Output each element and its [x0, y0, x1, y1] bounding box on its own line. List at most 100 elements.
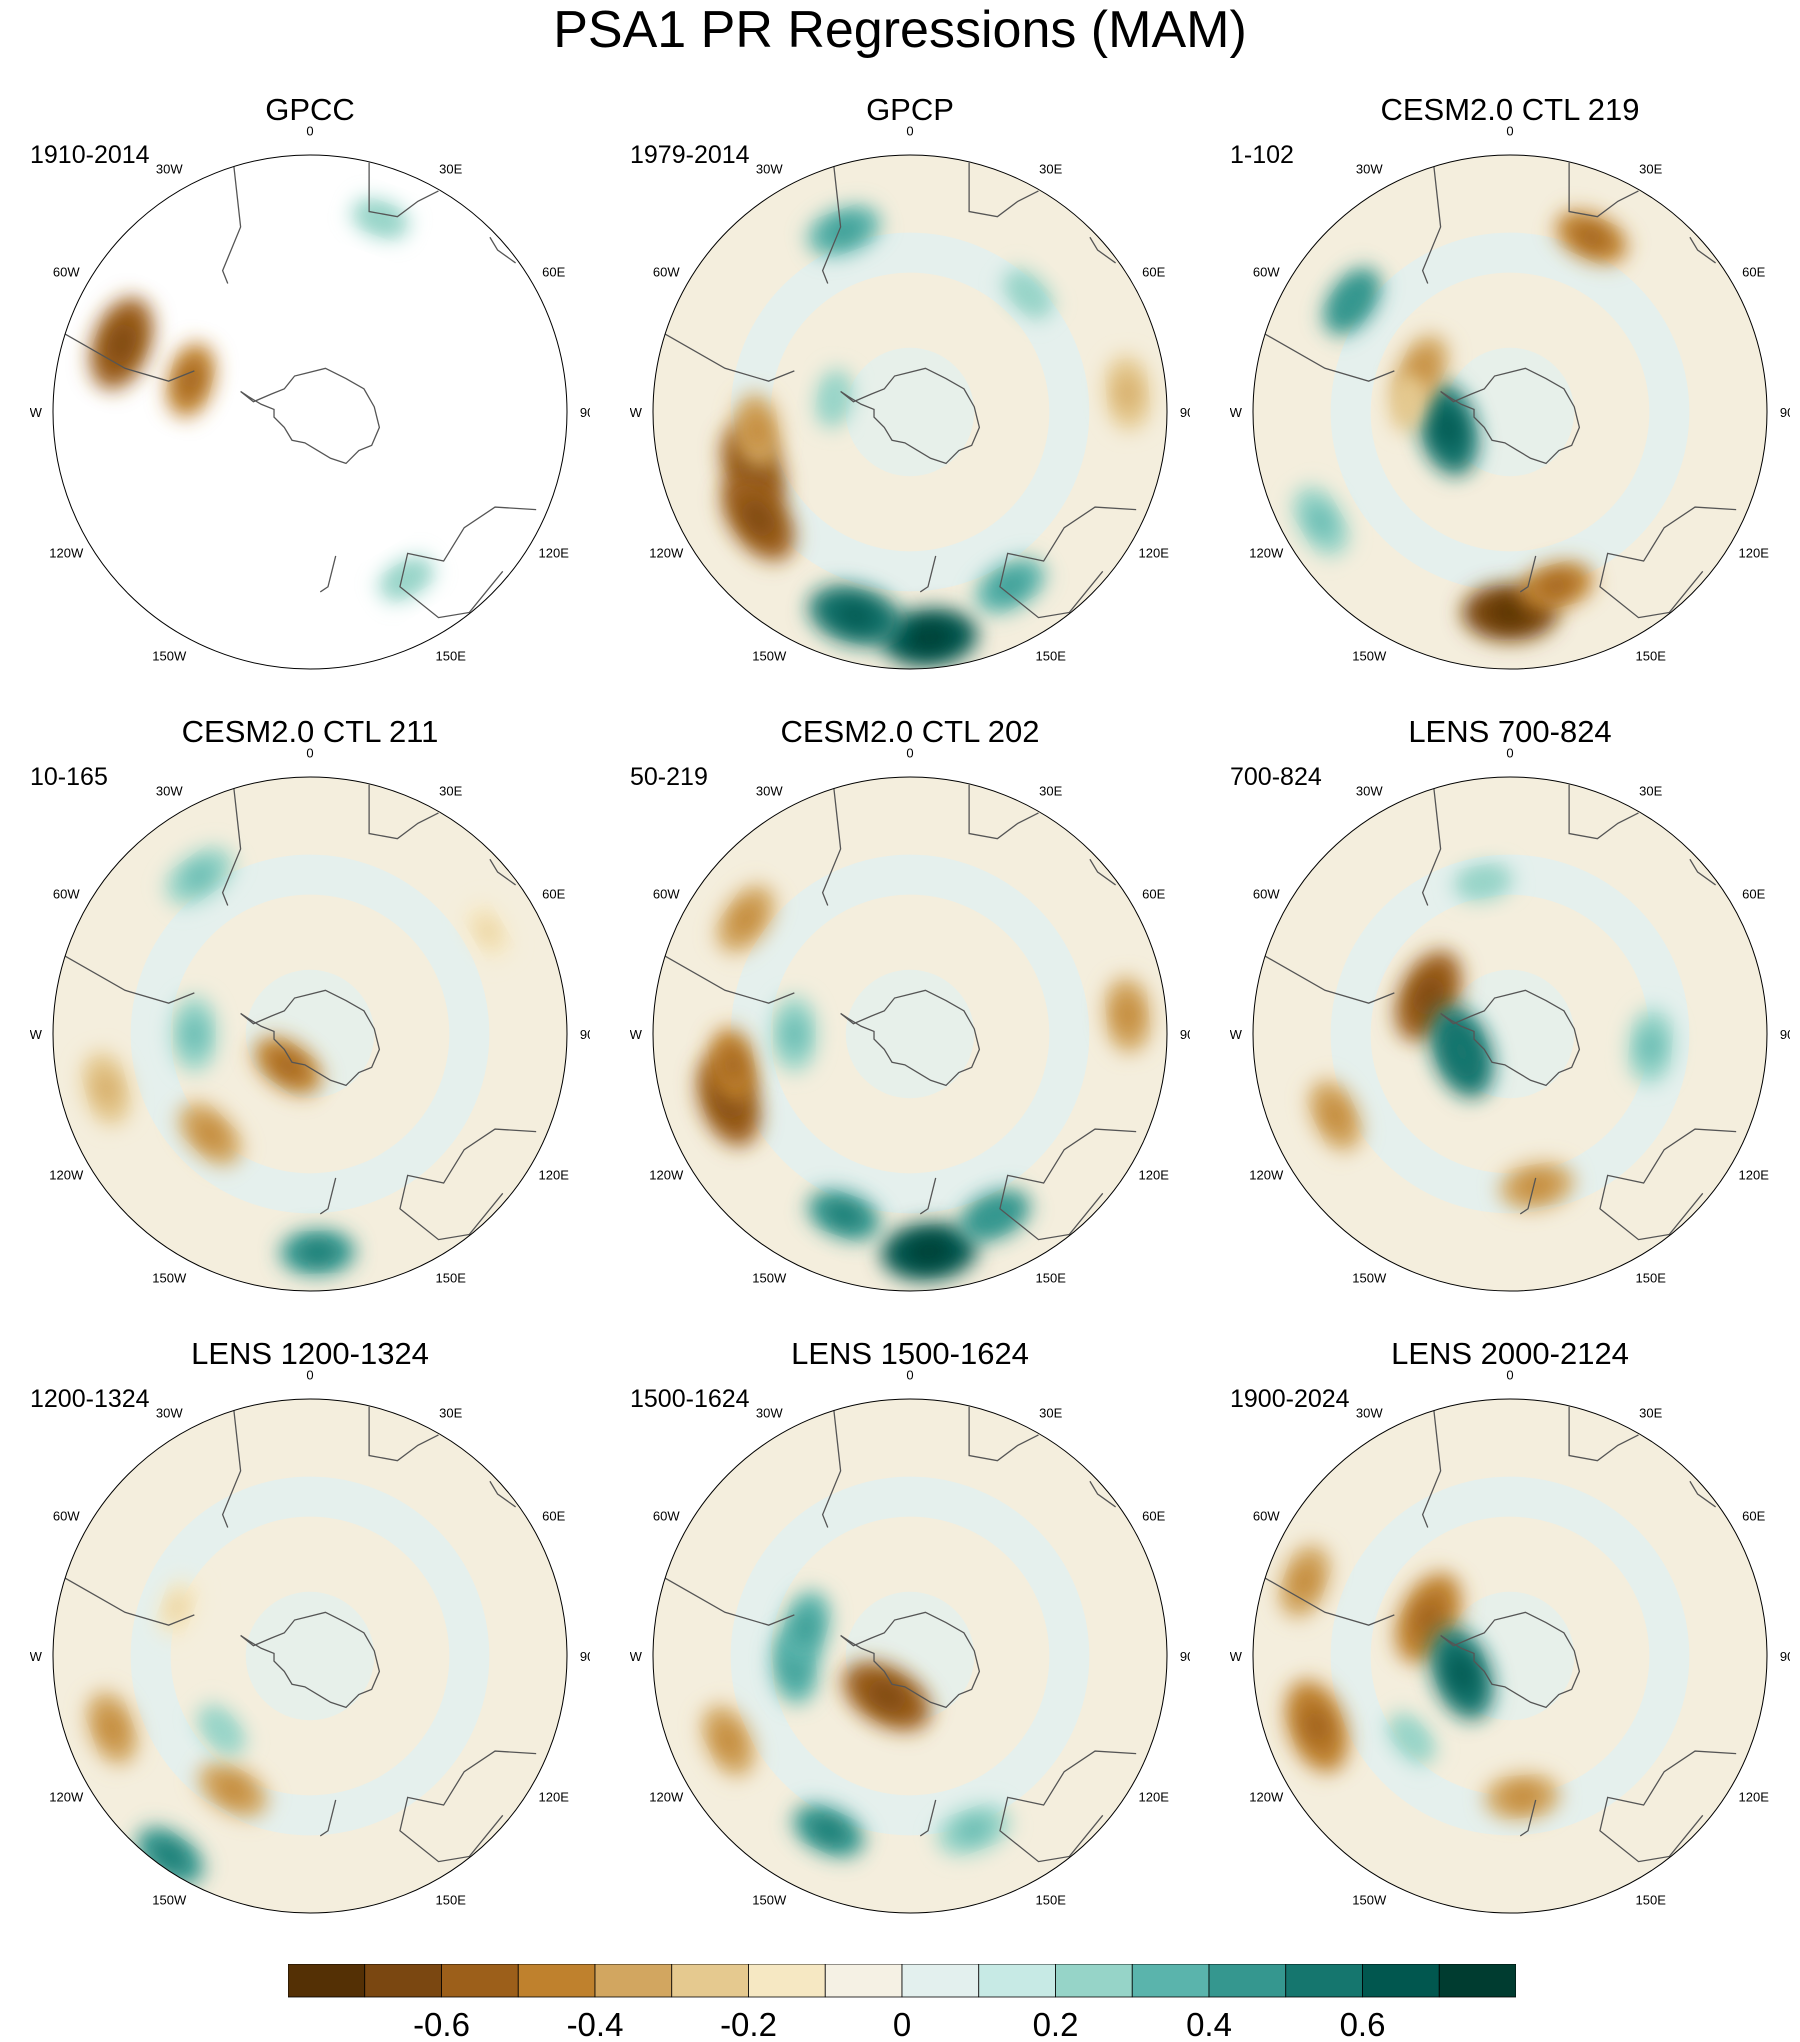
coastline	[1089, 1480, 1116, 1508]
colorbar-tick-label: -0.4	[567, 2006, 624, 2042]
coastline	[1089, 858, 1116, 886]
anomaly-core	[100, 1711, 124, 1745]
colorbar-swatch	[1362, 1964, 1440, 1998]
anomaly-core	[95, 1071, 118, 1106]
longitude-label: 90W	[630, 1027, 643, 1042]
period-label: 1-102	[1230, 141, 1294, 169]
panel-title: LENS 2000-2124	[1391, 1336, 1629, 1371]
longitude-label: 150E	[1036, 1271, 1067, 1286]
longitude-label: 60W	[653, 886, 680, 901]
coastline	[368, 784, 439, 840]
coastline	[319, 555, 337, 593]
anomaly-core	[272, 1052, 304, 1079]
panel-title: LENS 1200-1324	[191, 1336, 429, 1371]
longitude-label: 0	[306, 746, 313, 761]
coastline	[221, 779, 242, 906]
map-panel: LENS 2000-2124 1900-2024 0 30E 60E 90E 120E 1…	[1230, 1336, 1790, 1936]
longitude-label: 60W	[53, 264, 80, 279]
longitude-label: 150W	[152, 1271, 187, 1286]
map-panel: CESM2.0 CTL 219 1-102 0 30E 60E 90E 120E 150E…	[1230, 92, 1790, 692]
anomaly-core	[183, 1016, 205, 1052]
coastline	[653, 948, 795, 1004]
anomaly-core	[1539, 574, 1574, 597]
longitude-label: 150E	[436, 649, 467, 664]
period-label: 1979-2014	[630, 141, 750, 169]
anomaly-core	[1293, 1564, 1317, 1598]
coastline	[489, 858, 516, 886]
longitude-label: 150E	[1636, 649, 1667, 664]
longitude-label: 120E	[1139, 1790, 1170, 1805]
coastline	[968, 1406, 1039, 1462]
longitude-label: 60E	[542, 1508, 565, 1523]
coastline	[999, 1750, 1137, 1863]
colorbar-swatch	[978, 1964, 1056, 1998]
figure-title: PSA1 PR Regressions (MAM)	[553, 1, 1247, 59]
coastline	[999, 506, 1137, 619]
longitude-label: 150E	[1636, 1271, 1667, 1286]
map-border	[1252, 154, 1768, 670]
longitude-label: 120W	[49, 1790, 84, 1805]
coastline	[53, 1570, 195, 1626]
anomaly-core	[1338, 286, 1366, 317]
longitude-label: 30E	[1639, 1405, 1662, 1420]
coastline	[1089, 236, 1116, 264]
longitude-label: 0	[306, 124, 313, 139]
map-border	[52, 1398, 568, 1914]
antarctica-outline	[1440, 989, 1581, 1087]
colorbar-tick-label: 0	[893, 2006, 911, 2042]
anomaly-core	[716, 1724, 741, 1757]
antarctica-outline	[240, 989, 381, 1087]
anomaly-core	[210, 1718, 233, 1743]
longitude-label: 60E	[542, 886, 565, 901]
coastline	[1689, 1480, 1716, 1508]
colorbar-swatch	[594, 1964, 673, 1998]
coastline	[1519, 555, 1537, 593]
longitude-label: 150E	[1636, 1893, 1667, 1908]
panel-title: GPCP	[866, 92, 954, 127]
longitude-label: 150W	[1352, 1271, 1387, 1286]
coastline	[968, 162, 1039, 218]
longitude-label: 90E	[1180, 1027, 1190, 1042]
map-panel: GPCC 1910-2014 030E60E90E120E150E180150W…	[30, 92, 590, 692]
period-label: 1500-1624	[630, 1385, 750, 1413]
coastline	[919, 1177, 937, 1215]
longitude-label: 60E	[1142, 1508, 1165, 1523]
anomaly-core	[1469, 873, 1497, 891]
anomaly-core	[168, 1594, 187, 1621]
colorbar-swatch	[288, 1964, 366, 1998]
antarctica-outline	[1440, 367, 1581, 465]
longitude-label: 60E	[1742, 886, 1765, 901]
longitude-label: 30E	[439, 783, 462, 798]
coastline	[368, 1406, 439, 1462]
longitude-label: 120W	[1249, 1790, 1284, 1805]
anomaly-core	[1447, 1030, 1477, 1073]
coastline	[1421, 1401, 1442, 1528]
longitude-label: 90W	[1230, 405, 1243, 420]
anomaly-core	[956, 1818, 990, 1842]
anomaly-core	[1400, 1726, 1423, 1751]
anomaly-core	[184, 862, 215, 890]
coastline	[221, 157, 242, 284]
longitude-label: 90W	[30, 405, 43, 420]
longitude-label: 90W	[630, 405, 643, 420]
coastline	[821, 157, 842, 284]
coastline	[1599, 1128, 1737, 1241]
colorbar-tick-label: 0.4	[1186, 2006, 1232, 2042]
anomaly-core	[1413, 975, 1444, 1017]
longitude-label: 60E	[1142, 264, 1165, 279]
longitude-label: 0	[1506, 1368, 1513, 1383]
longitude-label: 120E	[539, 1168, 570, 1183]
polar-map: 030E60E90E120E150E180150W120W90W60W30W	[30, 1368, 590, 1914]
panel-title: GPCC	[265, 92, 355, 127]
longitude-label: 150W	[752, 1271, 787, 1286]
map-border	[1252, 1398, 1768, 1914]
anomaly-core	[1433, 407, 1463, 450]
longitude-label: 0	[306, 1368, 313, 1383]
map-border	[652, 154, 1168, 670]
map-panel: LENS 1500-1624 1500-1624 0 30E 60E 90E 120E 1…	[630, 1336, 1190, 1936]
longitude-label: 150E	[1036, 649, 1067, 664]
coastline	[489, 1480, 516, 1508]
longitude-label: 90W	[1230, 1027, 1243, 1042]
longitude-label: 120E	[1739, 546, 1770, 561]
longitude-label: 120E	[539, 546, 570, 561]
